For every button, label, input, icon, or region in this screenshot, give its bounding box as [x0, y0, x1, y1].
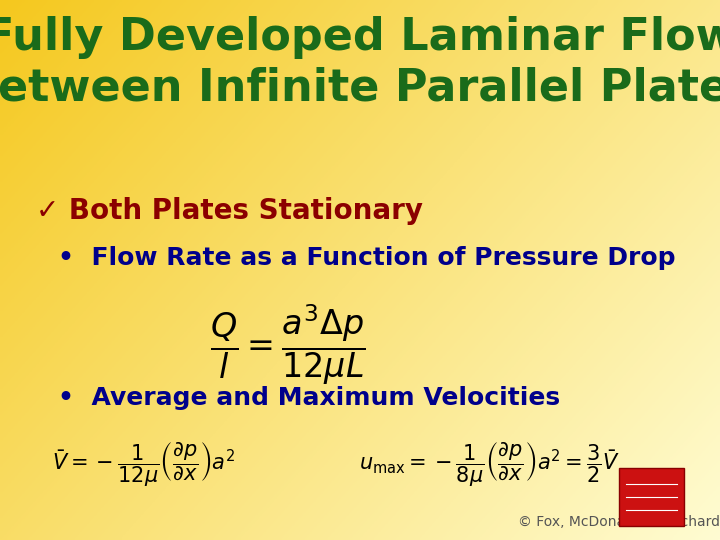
Text: •  Average and Maximum Velocities: • Average and Maximum Velocities: [58, 386, 559, 410]
Text: ✓ Both Plates Stationary: ✓ Both Plates Stationary: [36, 197, 423, 225]
Text: © Fox, McDonald & Pritchard: © Fox, McDonald & Pritchard: [518, 515, 720, 529]
Text: $u_{\mathrm{max}} = -\dfrac{1}{8\mu}\left(\dfrac{\partial p}{\partial x}\right)a: $u_{\mathrm{max}} = -\dfrac{1}{8\mu}\lef…: [359, 440, 620, 489]
Text: $\dfrac{Q}{l} = \dfrac{a^3 \Delta p}{12 \mu L}$: $\dfrac{Q}{l} = \dfrac{a^3 \Delta p}{12 …: [210, 302, 366, 387]
FancyBboxPatch shape: [619, 468, 684, 526]
Text: Fully Developed Laminar Flow
Between Infinite Parallel Plates: Fully Developed Laminar Flow Between Inf…: [0, 16, 720, 109]
Text: $\bar{V} = -\dfrac{1}{12\mu}\left(\dfrac{\partial p}{\partial x}\right)a^2$: $\bar{V} = -\dfrac{1}{12\mu}\left(\dfrac…: [53, 440, 235, 489]
Text: •  Flow Rate as a Function of Pressure Drop: • Flow Rate as a Function of Pressure Dr…: [58, 246, 675, 269]
